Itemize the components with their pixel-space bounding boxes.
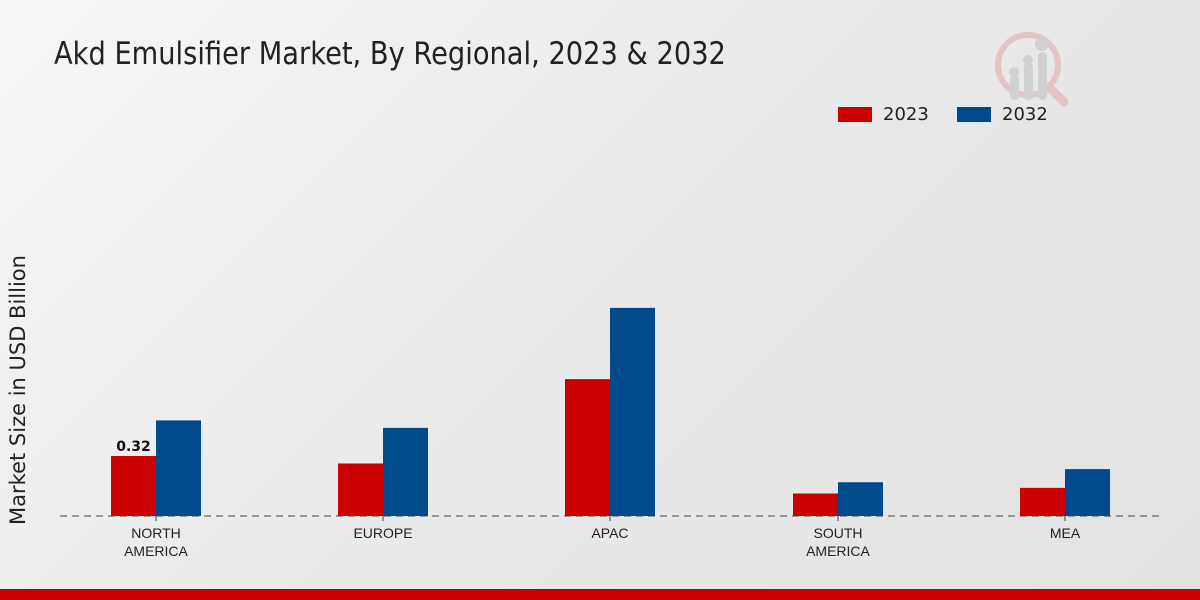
legend-swatch-2023 xyxy=(838,107,872,122)
x-tick-label: SOUTH AMERICA xyxy=(806,525,870,559)
bar-2023-north-america xyxy=(111,456,156,516)
bar-2023-mea xyxy=(1020,487,1065,516)
x-tick-label: NORTH AMERICA xyxy=(124,525,188,559)
x-tick-label: APAC xyxy=(591,525,628,541)
bar-2032-south-america xyxy=(838,482,883,516)
bar-2023-south-america xyxy=(793,493,838,516)
bar-2032-apac xyxy=(610,307,655,516)
y-axis-label: Market Size in USD Billion xyxy=(6,255,30,525)
x-tick-label: MEA xyxy=(1050,525,1081,541)
chart-title: Akd Emulsifier Market, By Regional, 2023… xyxy=(54,36,726,72)
bar-2032-north-america xyxy=(156,420,201,516)
bar-2032-mea xyxy=(1065,469,1110,516)
bar-2032-europe xyxy=(383,427,428,516)
bar-2023-apac xyxy=(565,379,610,516)
x-tick-label: EUROPE xyxy=(353,525,412,541)
legend-item-2023: 2023 xyxy=(838,104,929,125)
legend-label-2032: 2032 xyxy=(1002,104,1048,125)
bar-2023-europe xyxy=(338,463,383,516)
bottom-accent-bar xyxy=(0,589,1200,600)
watermark-logo-icon xyxy=(995,32,1069,107)
data-label: 0.32 xyxy=(116,439,151,455)
legend-label-2023: 2023 xyxy=(883,104,929,125)
legend-swatch-2032 xyxy=(957,107,991,122)
legend-item-2032: 2032 xyxy=(957,104,1048,125)
